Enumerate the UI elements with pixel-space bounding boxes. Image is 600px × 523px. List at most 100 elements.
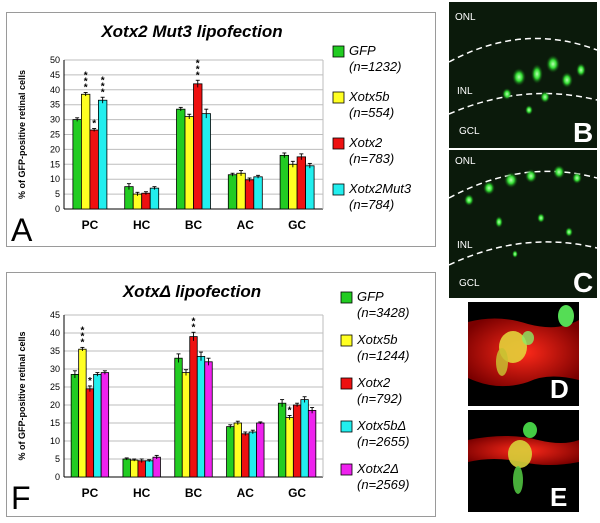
significance-asterisk: * [192,316,196,327]
bar-bc-xotx5b [184,116,194,210]
legend-label: Xotx5b [348,89,389,104]
micrograph-d: D [468,302,579,406]
legend-label: Xotx5b [356,332,397,347]
bar-ac-xotx2δ [256,422,265,478]
legend-count: (n=1244) [357,348,409,363]
y-tick-label: 50 [50,55,60,65]
micrograph-c: ONL INL GCL C [449,150,597,298]
bar-hc-gfp [122,458,131,478]
panel-letter-c: C [573,267,593,298]
x-category-label: GC [288,486,306,500]
legend-swatch-xotx5b [340,334,353,347]
bar-ac-gfp [227,174,238,210]
significance-asterisk: * [192,322,196,333]
y-tick-label: 40 [50,85,60,95]
micrograph-d-image: D [468,302,579,406]
bar-bc-xotx2 [193,83,203,210]
bar-hc-xotx2 [137,460,146,478]
legend-label: GFP [357,289,384,304]
bar-pc-xotx5b [78,348,87,478]
significance-asterisk: * [288,405,292,416]
bar-pc-xotx2 [89,129,99,210]
bar-ac-xotx5b [236,172,246,210]
bar-chart-f: XotxΔ lipofection F % of GFP-positive reti… [11,282,409,516]
panel-letter: F [11,480,31,516]
y-tick-label: 25 [50,382,60,392]
layer-label-inl: INL [457,240,473,251]
bar-hc-xotx5b [130,459,139,478]
significance-asterisk: * [84,82,88,93]
chart-title: XotxΔ lipofection [122,282,261,301]
y-tick-label: 35 [50,346,60,356]
micrograph-e-image: E [468,410,579,512]
bar-bc-xotx5b [181,372,191,478]
layer-label-inl: INL [457,86,473,97]
y-tick-label: 30 [50,115,60,125]
gfp-cell [523,422,537,438]
layer-boundary-onl [449,37,597,63]
colocalized-cell [508,440,532,468]
bar-bc-xotx2δ [204,361,213,478]
legend-swatch-xotx2δ [340,463,353,476]
layer-label-gcl: GCL [459,126,480,137]
bar-hc-xotx2mut3 [149,187,160,210]
significance-asterisk: * [101,81,105,92]
legend-count: (n=783) [349,151,394,166]
legend-swatch-gfp [340,291,353,304]
gfp-cell [558,305,574,327]
significance-asterisk: * [84,70,88,81]
bar-bc-xotx2mut3 [201,113,211,210]
legend-label: Xotx2Δ [356,461,399,476]
y-tick-label: 0 [55,472,60,482]
layer-boundary-gcl [449,241,597,266]
bar-bc-xotx5bδ [196,356,206,478]
legend-swatch-xotx5b [332,91,345,104]
bar-hc-gfp [124,186,134,210]
legend-label: Xotx5bΔ [356,418,406,433]
legend-count: (n=2569) [357,477,409,492]
legend-swatch-xotx2 [332,137,345,150]
layer-boundary-gcl [449,92,597,115]
legend-label: Xotx2 [348,135,383,150]
panel-letter-d: D [550,374,569,404]
bar-pc-xotx2δ [100,372,110,478]
y-tick-label: 30 [50,364,60,374]
x-category-label: PC [82,218,99,232]
significance-asterisk: * [92,119,96,130]
gfp-cells [502,55,586,115]
panel-letter-e: E [550,482,567,512]
y-tick-label: 5 [55,454,60,464]
significance-asterisk: * [196,70,200,81]
micrograph-b-image: ONL INL GCL B [449,2,597,148]
layer-label-onl: ONL [455,12,476,23]
bar-pc-xotx2mut3 [98,99,108,210]
y-tick-label: 25 [50,130,60,140]
bar-ac-xotx5b [233,422,242,478]
layer-label-gcl: GCL [459,278,480,289]
significance-asterisk: * [80,337,84,348]
bar-pc-xotx5b [81,93,91,210]
x-category-label: AC [237,218,255,232]
micrograph-e: E [468,410,579,512]
legend-count: (n=554) [349,105,394,120]
chart-panel-f: XotxΔ lipofection F % of GFP-positive reti… [6,272,436,517]
y-tick-label: 35 [50,100,60,110]
legend-label: Xotx2Mut3 [348,181,412,196]
y-axis-label: % of GFP-positive retinal cells [17,331,27,460]
bar-ac-xotx5bδ [248,431,257,478]
bar-pc-xotx5bδ [93,374,102,478]
gfp-cells [464,165,582,258]
significance-asterisk: * [101,75,105,86]
y-tick-label: 15 [50,159,60,169]
x-category-label: BC [185,486,203,500]
bar-gc-xotx2mut3 [305,165,315,210]
micrograph-b: ONL INL GCL B [449,2,597,148]
x-category-label: PC [82,486,99,500]
bar-gc-xotx5bδ [300,399,309,478]
significance-asterisk: * [196,58,200,69]
legend-count: (n=2655) [357,434,409,449]
bar-gc-xotx5b [288,163,298,210]
y-tick-label: 10 [50,436,60,446]
bar-bc-gfp [174,357,183,478]
significance-asterisk: * [196,64,200,75]
